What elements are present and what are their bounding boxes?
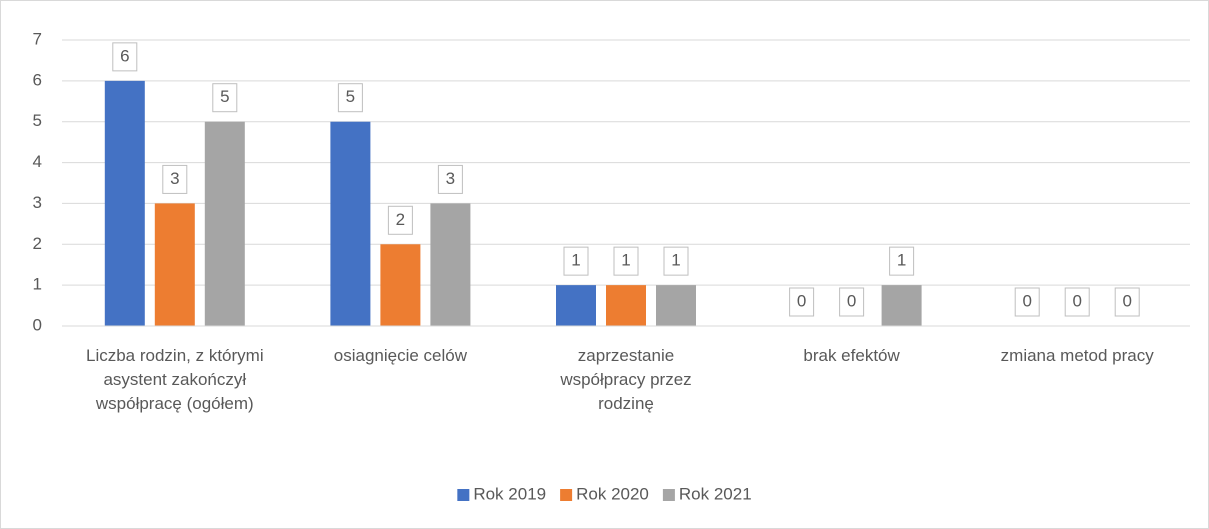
data-label: 1 [897,251,906,270]
y-tick-label: 5 [33,111,42,130]
legend-label: Rok 2020 [576,484,649,503]
legend-label: Rok 2019 [473,484,546,503]
bar [104,80,145,326]
data-label-box [663,246,689,276]
legend-swatch [662,489,675,501]
data-label: 0 [1022,291,1031,310]
data-label-box [112,42,138,72]
data-label-box [337,83,363,113]
bar [881,285,922,326]
data-label: 1 [671,251,680,270]
data-label: 3 [170,169,179,188]
x-tick-label: brak efektów [803,346,900,365]
legend-swatch [457,489,470,501]
data-label-box [889,246,915,276]
x-tick-label: osiagnięcie celów [334,346,468,365]
data-label: 0 [797,291,806,310]
bar [656,285,696,326]
x-tick-label-line: zaprzestanie [578,346,674,365]
x-tick-label: zaprzestanie współpracy przez rodzinę [559,346,691,413]
x-tick-label-line: współpracę (ogółem) [95,394,254,413]
bar [330,121,371,326]
data-label: 5 [346,87,355,106]
bar [204,121,245,326]
x-tick-label: Liczba rodzin, z którymi asystent zakończ… [86,346,264,413]
x-tick-label-line: współpracy przez [559,370,691,389]
data-label: 5 [220,87,229,106]
data-label-box [613,246,639,276]
y-tick-label: 6 [33,70,42,89]
y-tick-label: 0 [33,315,42,334]
data-label-box [1114,287,1140,317]
bar [430,203,471,326]
x-tick-label-line: asystent zakończył [103,370,246,389]
data-label: 2 [396,210,405,229]
data-label-box [387,205,413,235]
data-label: 0 [847,291,856,310]
data-label-box [437,164,463,194]
data-label-box [162,164,188,194]
data-label: 1 [571,251,580,270]
x-tick-label: zmiana metod pracy [1001,346,1155,365]
data-label-box [563,246,589,276]
x-tick-label-line: Liczba rodzin, z którymi [86,346,264,365]
legend-label: Rok 2021 [679,484,752,503]
x-tick-label-line: rodzinę [598,394,654,413]
data-label: 0 [1072,291,1081,310]
legend-swatch [560,489,573,501]
bar [606,285,646,326]
bar [154,203,195,326]
data-label: 0 [1122,291,1131,310]
data-label-box [212,83,238,113]
data-label-box [839,287,865,317]
x-tick-label-line: zmiana metod pracy [1001,346,1155,365]
y-tick-label: 4 [33,152,42,171]
y-tick-label: 2 [33,234,42,253]
x-tick-label-line: brak efektów [803,346,900,365]
data-label-box [1014,287,1040,317]
y-tick-label: 1 [33,275,42,294]
x-tick-label-line: osiagnięcie celów [334,346,468,365]
data-label: 6 [120,46,129,65]
data-label: 1 [621,251,630,270]
y-tick-label: 3 [33,193,42,212]
bar [556,285,596,326]
data-label: 3 [446,169,455,188]
data-label-box [789,287,815,317]
bar [380,244,421,326]
data-label-box [1064,287,1090,317]
y-tick-label: 7 [33,29,42,48]
